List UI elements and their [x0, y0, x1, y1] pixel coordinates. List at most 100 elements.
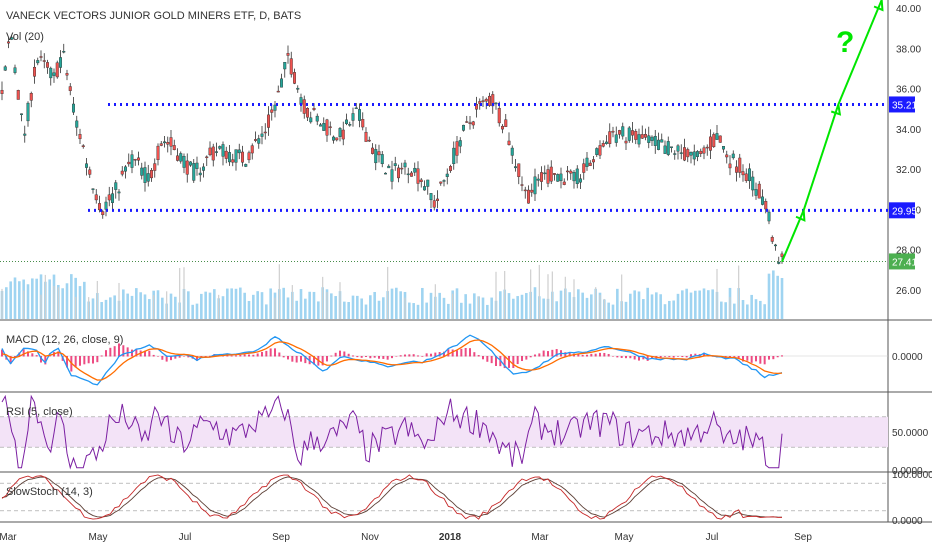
macd-histogram-bar — [391, 356, 393, 359]
volume-bar — [179, 268, 181, 319]
volume-bar — [122, 289, 125, 319]
candle-body — [16, 90, 20, 100]
projection-arrow — [802, 104, 840, 211]
volume-bar — [525, 293, 528, 319]
projection-arrow-head — [830, 104, 842, 116]
volume-bar — [360, 298, 363, 319]
volume-bar — [330, 293, 333, 319]
macd-histogram-bar — [161, 356, 164, 360]
volume-bar — [1, 288, 3, 319]
volume-bar — [468, 303, 472, 319]
candle-body — [481, 100, 485, 102]
volume-bar — [776, 275, 779, 319]
volume-bar — [702, 288, 706, 319]
candle-body — [146, 173, 150, 182]
candle-body — [699, 150, 703, 155]
macd-histogram-bar — [664, 356, 666, 357]
macd-histogram-bar — [763, 356, 766, 365]
candle-body — [10, 37, 14, 40]
candle-body — [65, 73, 69, 76]
macd-histogram-bar — [373, 356, 376, 358]
macd-histogram-bar — [755, 356, 757, 362]
volume-bar — [183, 267, 185, 319]
volume-bar — [780, 278, 784, 319]
candle-body — [631, 130, 635, 136]
y-tick-label: 26.00 — [896, 286, 921, 297]
volume-bar — [425, 302, 428, 319]
macd-histogram-bar — [343, 351, 346, 357]
macd-histogram-bar — [174, 356, 177, 359]
volume-bar — [741, 300, 745, 319]
candle-body — [530, 189, 534, 193]
candle-body — [110, 193, 114, 203]
macd-histogram-bar — [66, 356, 68, 368]
volume-bar — [733, 303, 736, 319]
volume-bar — [139, 292, 142, 319]
x-tick-label: May — [615, 532, 634, 543]
macd-histogram-bar — [382, 356, 385, 359]
candle-body — [540, 172, 544, 182]
macd-histogram-bar — [508, 356, 510, 368]
macd-histogram-bar — [512, 356, 515, 368]
macd-histogram-bar — [321, 356, 324, 366]
candle-body — [250, 145, 254, 154]
volume-bar — [738, 265, 740, 319]
candle-body — [728, 163, 732, 169]
candle-body — [696, 151, 700, 157]
macd-histogram-bar — [209, 355, 211, 357]
volume-bar — [143, 294, 147, 319]
candle-body — [97, 203, 101, 211]
macd-histogram-bar — [148, 350, 151, 357]
macd-histogram-bar — [490, 356, 493, 364]
macd-histogram-bar — [746, 356, 749, 361]
macd-histogram-bar — [40, 356, 42, 363]
volume-bar — [504, 270, 506, 319]
volume-bar — [260, 292, 264, 319]
candle-body — [358, 109, 362, 121]
macd-histogram-bar — [235, 355, 237, 357]
candle-body — [247, 152, 251, 161]
candle-body — [455, 141, 459, 156]
volume-bar — [530, 269, 532, 319]
candle-body — [484, 98, 488, 102]
x-tick-label: Nov — [361, 532, 379, 543]
macd-histogram-bar — [204, 356, 207, 357]
candle-body — [348, 124, 352, 126]
candle-body — [367, 139, 371, 142]
last-price-badge: 27.41 — [892, 257, 917, 268]
candle-body — [49, 67, 53, 79]
macd-histogram-bar — [690, 354, 692, 357]
macd-histogram-bar — [200, 356, 203, 357]
volume-bar — [218, 294, 220, 319]
volume-bar — [286, 297, 290, 319]
macd-histogram-bar — [96, 356, 99, 363]
candle-body — [221, 144, 225, 157]
candle-body — [224, 150, 228, 159]
macd-histogram-bar — [118, 343, 120, 357]
volume-bar — [559, 290, 563, 319]
macd-histogram-bar — [568, 352, 571, 357]
macd-histogram-bar — [187, 356, 190, 358]
volume-bar — [96, 280, 98, 319]
candle-body — [510, 147, 514, 156]
volume-bar — [204, 291, 207, 319]
volume-bar — [153, 295, 155, 319]
volume-bar — [13, 277, 17, 319]
macd-histogram-bar — [300, 356, 302, 362]
macd-histogram-bar — [243, 354, 246, 357]
macd-histogram-bar — [100, 355, 103, 357]
x-tick-label: May — [89, 532, 108, 543]
volume-bar — [88, 297, 90, 319]
volume-label: Vol (20) — [6, 31, 44, 43]
volume-bar — [347, 302, 350, 319]
candle-body — [585, 157, 589, 167]
volume-bar — [629, 293, 632, 319]
volume-bar — [200, 293, 203, 319]
volume-bar — [70, 274, 73, 319]
candle-body — [123, 166, 127, 172]
macd-histogram-bar — [44, 356, 47, 365]
macd-histogram-bar — [633, 356, 636, 360]
volume-bar — [689, 292, 693, 319]
volume-bar — [369, 295, 372, 319]
